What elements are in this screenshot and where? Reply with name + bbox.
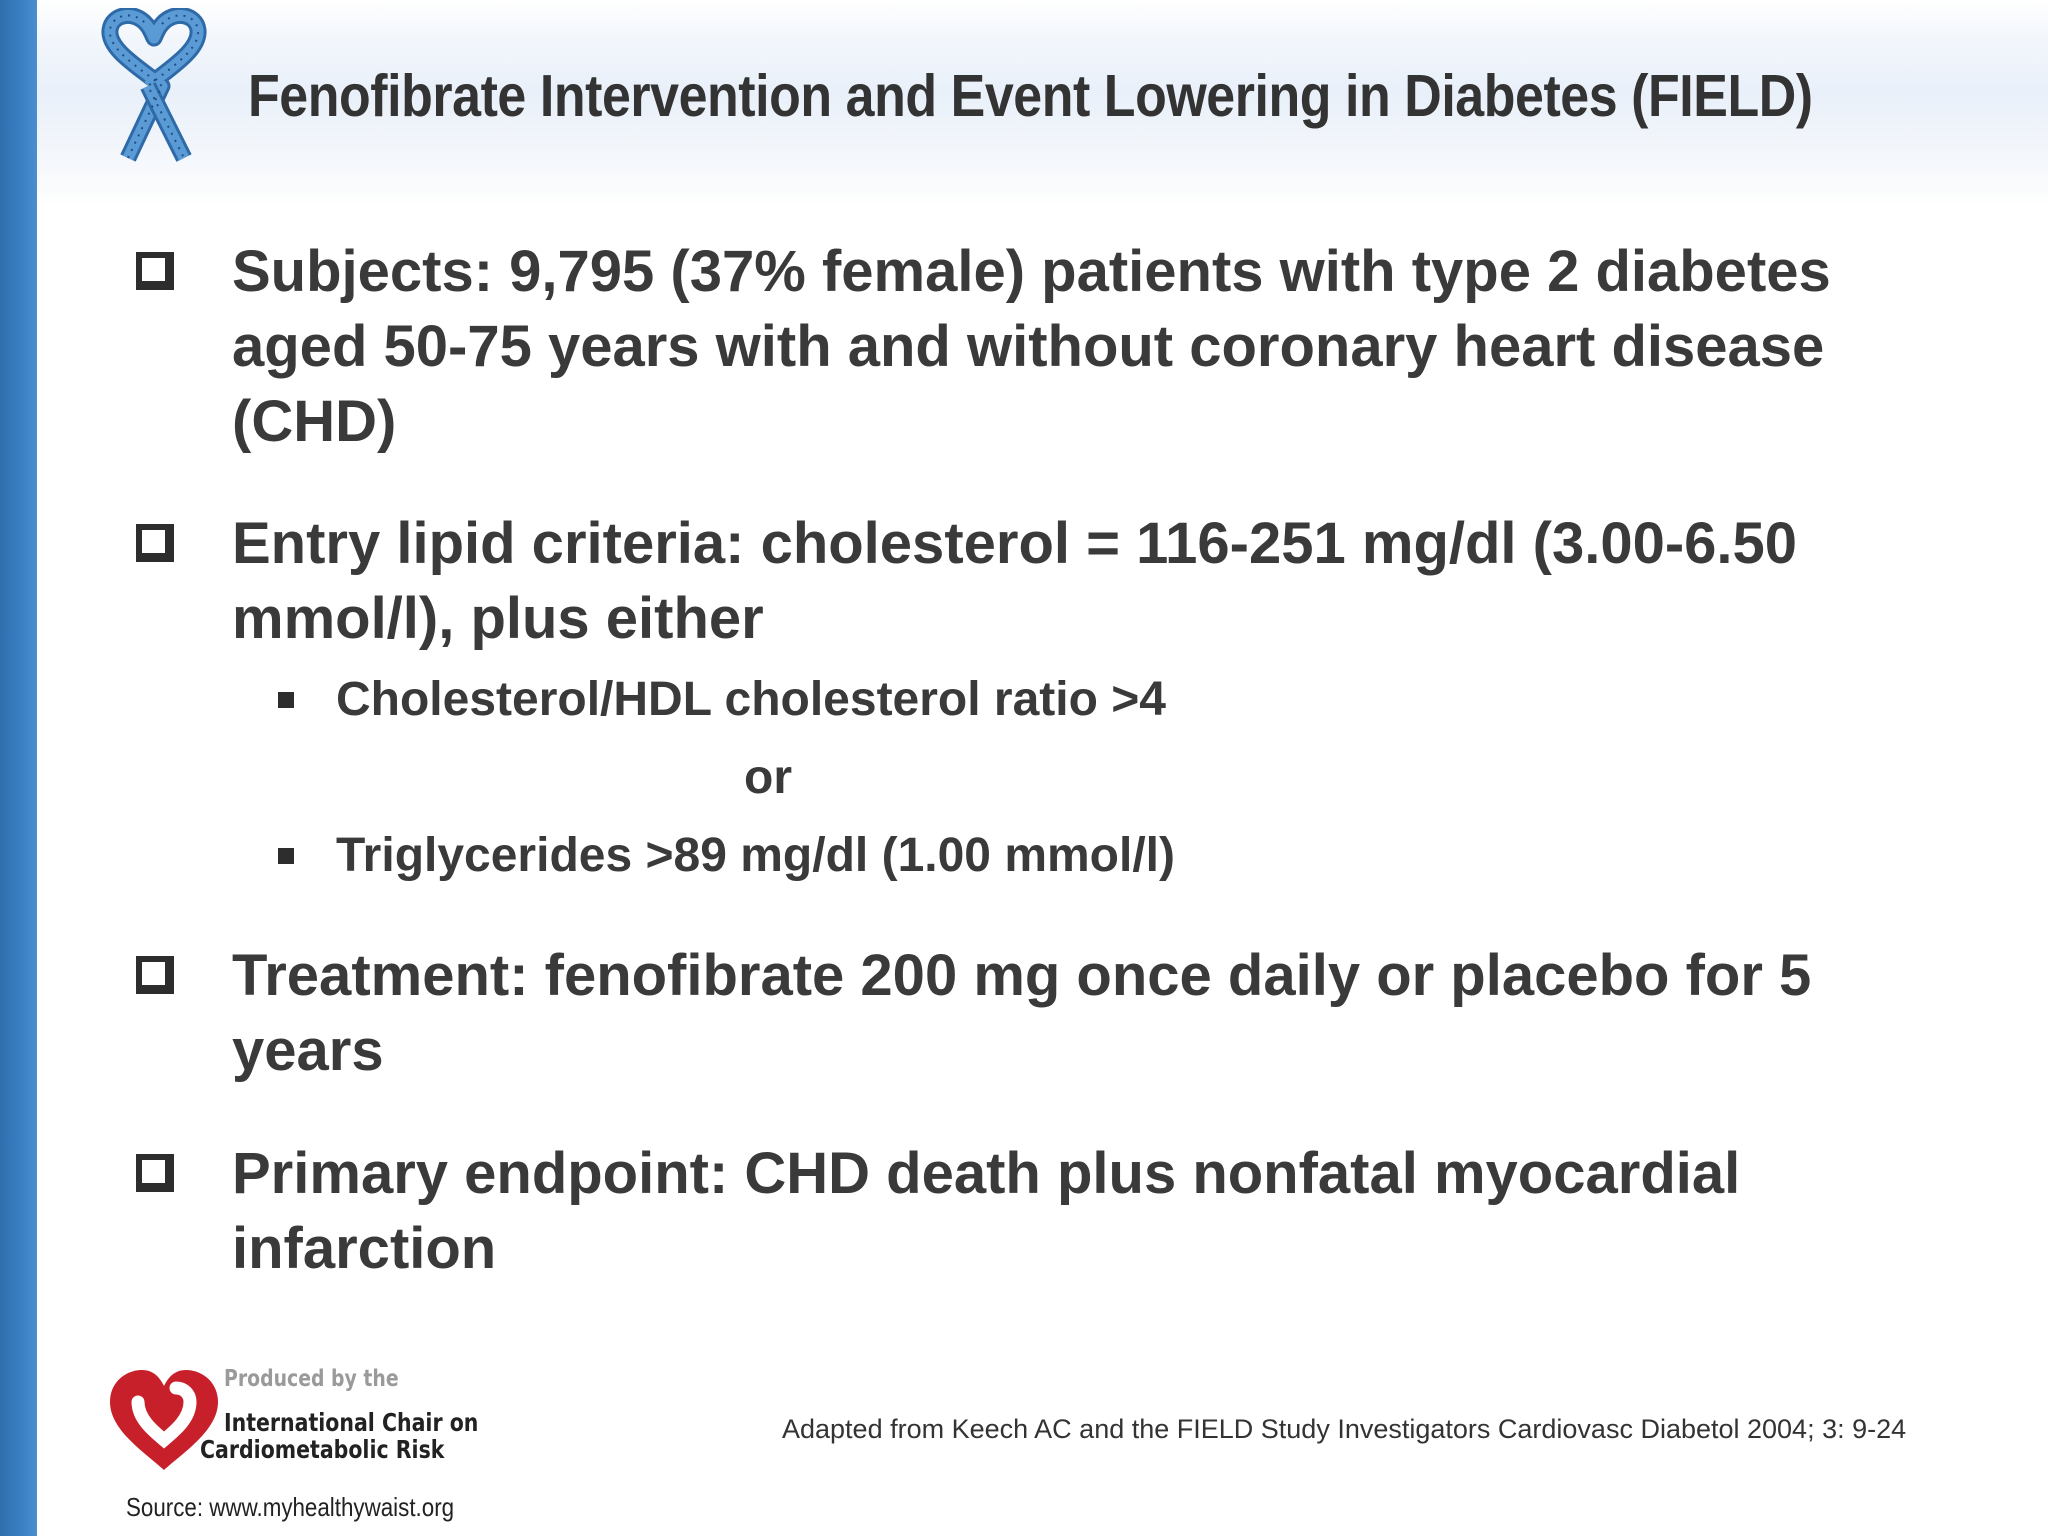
bullet-entry-criteria: Entry lipid criteria: cholesterol = 116-… bbox=[232, 511, 1798, 651]
org-name-line2: Cardiometabolic Risk bbox=[200, 1435, 445, 1464]
header-band bbox=[37, 0, 2048, 205]
left-accent-bar bbox=[0, 0, 37, 1536]
checkbox-icon bbox=[136, 524, 174, 562]
sub-item-ratio: Cholesterol/HDL cholesterol ratio >4 bbox=[336, 673, 1166, 726]
bullet-subjects: Subjects: 9,795 (37% female) patients wi… bbox=[232, 239, 1831, 454]
separator-or: or bbox=[744, 751, 792, 804]
source-text: Source: www.myhealthywaist.org bbox=[126, 1492, 455, 1522]
sub-item-triglycerides: Triglycerides >89 mg/dl (1.00 mmol/l) bbox=[336, 829, 1175, 882]
checkbox-icon bbox=[136, 1154, 174, 1192]
org-name-line1: International Chair on bbox=[224, 1408, 479, 1437]
checkbox-icon bbox=[136, 252, 174, 290]
heart-logo-icon bbox=[110, 1370, 218, 1470]
citation-text: Adapted from Keech AC and the FIELD Stud… bbox=[782, 1414, 1907, 1444]
awareness-ribbon-heart-icon bbox=[101, 8, 207, 162]
produced-by-label: Produced by the bbox=[224, 1366, 399, 1392]
bullet-treatment: Treatment: fenofibrate 200 mg once daily… bbox=[232, 943, 1812, 1083]
slide-title: Fenofibrate Intervention and Event Lower… bbox=[248, 63, 1813, 129]
checkbox-icon bbox=[136, 956, 174, 994]
square-bullet-icon bbox=[278, 692, 294, 708]
square-bullet-icon bbox=[278, 848, 294, 864]
bullet-primary-endpoint: Primary endpoint: CHD death plus nonfata… bbox=[232, 1141, 1741, 1281]
